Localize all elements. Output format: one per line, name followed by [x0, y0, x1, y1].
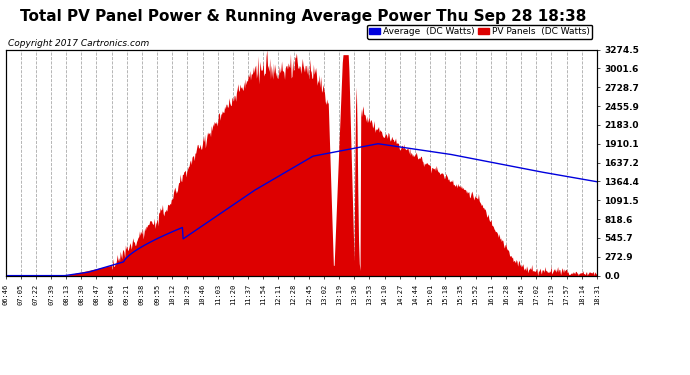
Text: Total PV Panel Power & Running Average Power Thu Sep 28 18:38: Total PV Panel Power & Running Average P…	[21, 9, 586, 24]
Legend: Average  (DC Watts), PV Panels  (DC Watts): Average (DC Watts), PV Panels (DC Watts)	[366, 25, 592, 39]
Text: Copyright 2017 Cartronics.com: Copyright 2017 Cartronics.com	[8, 39, 150, 48]
